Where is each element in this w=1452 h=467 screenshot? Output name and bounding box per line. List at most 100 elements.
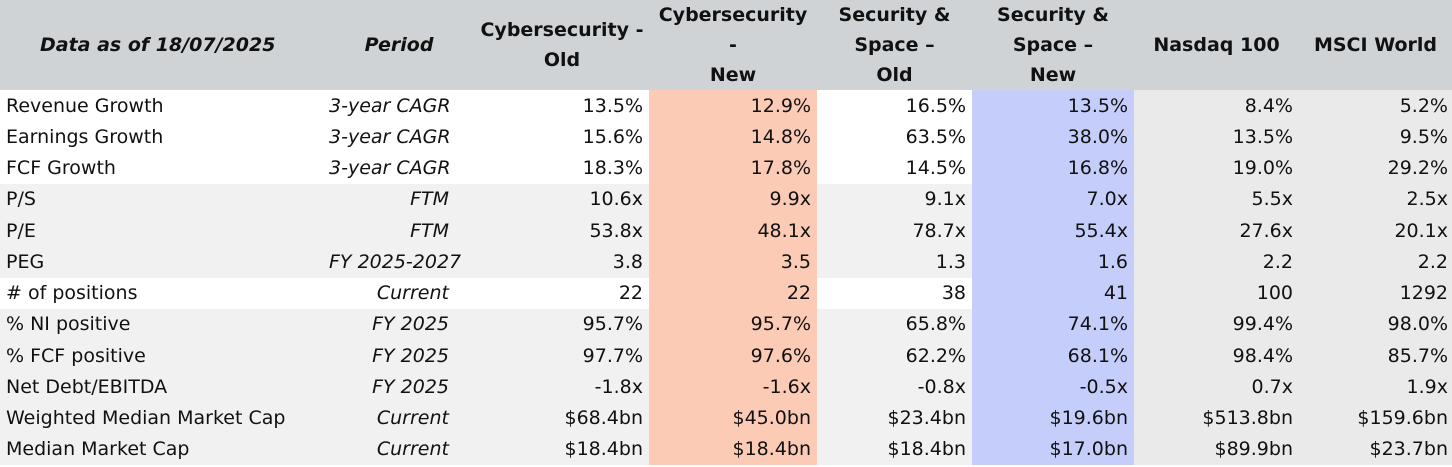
value-cell: $159.6bn — [1299, 402, 1452, 434]
value-cell: 13.5% — [582, 94, 643, 117]
date-header: Data as of 18/07/2025 — [0, 0, 323, 90]
value-cell: 27.6x — [1134, 215, 1299, 247]
value-cell: 9.9x — [649, 183, 817, 215]
col-header-line: Space – — [1012, 34, 1094, 56]
period-label: FTM — [323, 215, 475, 247]
metric-label: % FCF positive — [0, 340, 323, 372]
value-cell: 14.5% — [905, 157, 966, 180]
value-cell: 100 — [1134, 277, 1299, 309]
metric-label: Median Market Cap — [0, 433, 323, 465]
period-label: FY 2025-2027 — [323, 246, 475, 278]
metric-label: Revenue Growth — [6, 94, 164, 117]
period-label: Current — [323, 433, 475, 465]
value-cell: 68.1% — [972, 340, 1134, 372]
table-row: P/E FTM 53.8x 48.1x 78.7x 55.4x 27.6x 20.1x — [0, 215, 1452, 247]
col-header-line: Security & — [838, 4, 951, 26]
value-cell: 98.4% — [1134, 340, 1299, 372]
table-row: Earnings Growth 3-year CAGR 15.6% 14.8% 63.5… — [0, 121, 1452, 153]
value-cell: $17.0bn — [972, 433, 1134, 465]
value-cell: 74.1% — [972, 308, 1134, 340]
period-label: Current — [323, 402, 475, 434]
value-cell: 16.8% — [972, 152, 1134, 184]
value-cell: 1.3 — [817, 246, 972, 278]
metric-label: % NI positive — [0, 308, 323, 340]
value-cell: 97.7% — [475, 340, 649, 372]
metric-label: P/E — [0, 215, 323, 247]
col-header-line: Space – — [854, 34, 935, 56]
value-cell: 7.0x — [972, 183, 1134, 215]
col-header-security-space-new: Security & Space – New — [972, 0, 1134, 90]
value-cell: -1.6x — [649, 371, 817, 403]
value-cell: $18.4bn — [817, 433, 972, 465]
value-cell: $89.9bn — [1134, 433, 1299, 465]
period-label: Current — [376, 282, 449, 305]
table-row: P/S FTM 10.6x 9.9x 9.1x 7.0x 5.5x 2.5x — [0, 183, 1452, 215]
col-header-msci-world: MSCI World — [1299, 0, 1452, 90]
period-label: FTM — [323, 183, 475, 215]
col-header-cybersecurity-new: Cybersecurity - New — [649, 0, 817, 90]
value-cell: 29.2% — [1299, 152, 1452, 184]
value-cell: 18.3% — [582, 157, 643, 180]
value-cell: $18.4bn — [649, 433, 817, 465]
value-cell: 62.2% — [817, 340, 972, 372]
value-cell: 38.0% — [972, 121, 1134, 153]
col-header-line: Old — [543, 49, 581, 71]
value-cell: 19.0% — [1134, 152, 1299, 184]
value-cell: -0.8x — [817, 371, 972, 403]
value-cell: 63.5% — [905, 125, 966, 148]
value-cell: 13.5% — [972, 90, 1134, 122]
value-cell: $68.4bn — [475, 402, 649, 434]
col-header-line: Security & — [997, 4, 1109, 26]
metric-label: PEG — [0, 246, 323, 278]
table-body: Revenue Growth 3-year CAGR 13.5% 12.9% 16.5%… — [0, 90, 1452, 465]
period-label: FY 2025 — [323, 308, 475, 340]
value-cell: 2.2 — [1299, 246, 1452, 278]
value-cell: 0.7x — [1134, 371, 1299, 403]
value-cell: 99.4% — [1134, 308, 1299, 340]
value-cell: 10.6x — [475, 183, 649, 215]
value-cell: 3.8 — [475, 246, 649, 278]
value-cell: 53.8x — [475, 215, 649, 247]
period-label: 3-year CAGR — [329, 125, 451, 148]
header-row: Data as of 18/07/2025 Period Cybersecuri… — [0, 0, 1452, 90]
metric-label: Earnings Growth — [6, 125, 164, 148]
value-cell: $513.8bn — [1134, 402, 1299, 434]
value-cell: 1292 — [1299, 277, 1452, 309]
value-cell: $23.7bn — [1299, 433, 1452, 465]
metric-label: P/S — [0, 183, 323, 215]
col-header-line: Cybersecurity - — [480, 19, 644, 41]
value-cell: 1.9x — [1299, 371, 1452, 403]
col-header-line: Cybersecurity - — [658, 4, 808, 56]
period-label: FY 2025 — [323, 371, 475, 403]
value-cell: 12.9% — [649, 90, 817, 122]
value-cell: 15.6% — [582, 125, 643, 148]
value-cell: 65.8% — [817, 308, 972, 340]
metric-label: Weighted Median Market Cap — [0, 402, 323, 434]
value-cell: 8.4% — [1134, 90, 1299, 122]
value-cell: 22 — [649, 277, 817, 309]
value-cell: 55.4x — [972, 215, 1134, 247]
table-row: Weighted Median Market Cap Current $68.4bn… — [0, 402, 1452, 434]
table-row: # of positions Current 22 22 38 41 100 1292 — [0, 277, 1452, 309]
metric-label: FCF Growth — [6, 157, 116, 180]
value-cell: 95.7% — [649, 308, 817, 340]
table-row: Net Debt/EBITDA FY 2025 -1.8x -1.6x -0.8x -0.… — [0, 371, 1452, 403]
value-cell: 14.8% — [649, 121, 817, 153]
period-label: FY 2025 — [323, 340, 475, 372]
table-row: % NI positive FY 2025 95.7% 95.7% 65.8% 74.1%… — [0, 308, 1452, 340]
value-cell: 5.5x — [1134, 183, 1299, 215]
value-cell: 17.8% — [649, 152, 817, 184]
value-cell: 9.1x — [817, 183, 972, 215]
value-cell: 2.5x — [1299, 183, 1452, 215]
value-cell: 38 — [941, 282, 966, 305]
col-header-line: New — [1029, 64, 1077, 86]
value-cell: 16.5% — [905, 94, 966, 117]
col-header-line: New — [709, 64, 757, 86]
value-cell: 22 — [618, 282, 643, 305]
table-row: PEG FY 2025-2027 3.8 3.5 1.3 1.6 2.2 2.2 — [0, 246, 1452, 278]
value-cell: 3.5 — [649, 246, 817, 278]
col-header-cybersecurity-old: Cybersecurity - Old — [475, 0, 649, 90]
period-label: 3-year CAGR — [329, 94, 451, 117]
value-cell: $18.4bn — [475, 433, 649, 465]
